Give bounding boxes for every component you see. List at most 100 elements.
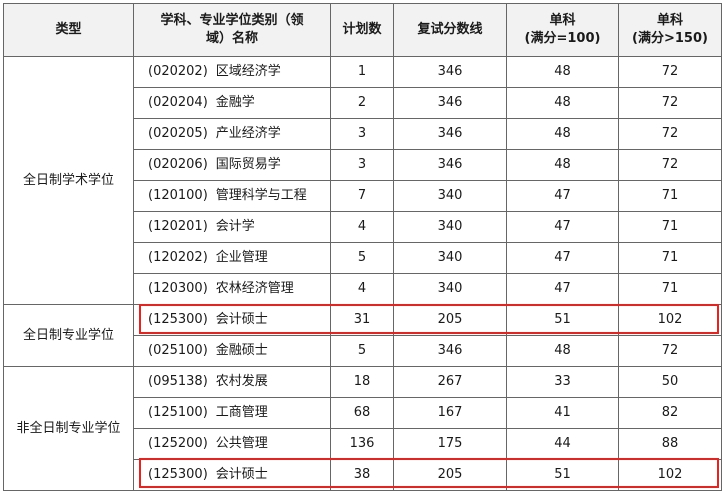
plan-count-cell: 3 xyxy=(330,118,394,150)
subject-code: (120201) xyxy=(148,219,208,234)
retest-score-cell: 346 xyxy=(393,335,507,367)
header-subject-line1: 学科、专业学位类别（领 xyxy=(160,13,304,28)
plan-count-cell: 68 xyxy=(330,397,394,429)
subject-name: 公共管理 xyxy=(215,436,268,451)
retest-score-cell: 346 xyxy=(393,87,507,119)
single-100-cell: 48 xyxy=(506,118,619,150)
plan-count-cell: 18 xyxy=(330,366,394,398)
table-row: 全日制专业学位 (125300) 会计硕士 31 205 51 102 xyxy=(3,304,722,367)
table-row: (020204) 金融学 2 346 48 72 xyxy=(4,87,722,119)
single-150-cell: 71 xyxy=(618,273,722,305)
plan-count-cell: 5 xyxy=(330,242,394,274)
category-cell: 非全日制专业学位 xyxy=(3,366,134,491)
subject-code: (125100) xyxy=(148,405,208,420)
plan-count-cell: 31 xyxy=(330,304,394,336)
single-150-cell: 72 xyxy=(618,87,722,119)
plan-count-cell: 136 xyxy=(330,428,394,460)
subject-cell: (025100) 金融硕士 xyxy=(133,335,331,367)
plan-count-cell: 5 xyxy=(330,335,394,367)
table-row: 非全日制专业学位 (095138) 农村发展 18 267 33 50 xyxy=(3,366,722,491)
subject-name: 金融硕士 xyxy=(215,343,268,358)
subject-cell: (095138) 农村发展 xyxy=(133,366,331,398)
category-cell: 全日制学术学位 xyxy=(3,56,134,305)
subject-cell: (020202) 区域经济学 xyxy=(133,56,331,88)
subject-name: 农林经济管理 xyxy=(215,281,294,296)
subject-cell: (125100) 工商管理 xyxy=(133,397,331,429)
header-single-100: 单科 (满分=100) xyxy=(506,3,619,57)
plan-count-cell: 3 xyxy=(330,149,394,181)
subject-name: 会计硕士 xyxy=(215,312,268,327)
table-body: 全日制学术学位 (020202) 区域经济学 1 346 48 72 (020204) 金融学 2… xyxy=(3,56,722,491)
admission-score-table: 类型 学科、专业学位类别（领 域）名称 计划数 复试分数线 单科 (满分=100… xyxy=(3,3,722,491)
subject-cell: (020205) 产业经济学 xyxy=(133,118,331,150)
single-100-cell: 48 xyxy=(506,149,619,181)
subject-code: (020202) xyxy=(148,64,208,79)
single-100-cell: 44 xyxy=(506,428,619,460)
single-150-cell: 71 xyxy=(618,211,722,243)
subject-cell: (120202) 企业管理 xyxy=(133,242,331,274)
retest-score-cell: 205 xyxy=(393,304,507,336)
retest-score-cell: 205 xyxy=(393,459,507,491)
single-150-cell: 72 xyxy=(618,56,722,88)
subject-code: (125200) xyxy=(148,436,208,451)
subject-name: 工商管理 xyxy=(215,405,268,420)
single-150-cell: 82 xyxy=(618,397,722,429)
header-subject-line2: 域）名称 xyxy=(205,31,258,46)
retest-score-cell: 340 xyxy=(393,211,507,243)
header-type: 类型 xyxy=(3,3,134,57)
plan-count-cell: 4 xyxy=(330,211,394,243)
single-100-cell: 47 xyxy=(506,242,619,274)
retest-score-cell: 167 xyxy=(393,397,507,429)
subject-name: 区域经济学 xyxy=(215,64,281,79)
subject-code: (125300) xyxy=(148,467,208,482)
table-row: 全日制学术学位 (020202) 区域经济学 1 346 48 72 xyxy=(3,56,722,305)
single-150-cell: 88 xyxy=(618,428,722,460)
subject-name: 金融学 xyxy=(215,95,255,110)
header-row: 类型 学科、专业学位类别（领 域）名称 计划数 复试分数线 单科 (满分=100… xyxy=(3,3,722,57)
subject-name: 国际贸易学 xyxy=(215,157,281,172)
subject-code: (120100) xyxy=(148,188,208,203)
subject-name: 管理科学与工程 xyxy=(215,188,307,203)
subject-cell: (120100) 管理科学与工程 xyxy=(133,180,331,212)
single-150-cell: 72 xyxy=(618,149,722,181)
table-row: (020206) 国际贸易学 3 346 48 72 xyxy=(4,149,722,181)
subject-code: (020205) xyxy=(148,126,208,141)
retest-score-cell: 340 xyxy=(393,242,507,274)
single-100-cell: 47 xyxy=(506,211,619,243)
subject-name: 产业经济学 xyxy=(215,126,281,141)
subject-code: (120300) xyxy=(148,281,208,296)
subject-code: (025100) xyxy=(148,343,208,358)
subject-code: (120202) xyxy=(148,250,208,265)
header-retest-score: 复试分数线 xyxy=(393,3,507,57)
single-100-cell: 41 xyxy=(506,397,619,429)
category-cell: 全日制专业学位 xyxy=(3,304,134,367)
single-150-cell: 71 xyxy=(618,242,722,274)
header-single-100-line2: (满分=100) xyxy=(524,31,601,46)
subject-code: (020204) xyxy=(148,95,208,110)
subject-name: 企业管理 xyxy=(215,250,268,265)
subject-cell: (125200) 公共管理 xyxy=(133,428,331,460)
header-single-100-line1: 单科 xyxy=(549,13,576,28)
single-150-cell: 102 xyxy=(618,304,722,336)
subject-cell: (120201) 会计学 xyxy=(133,211,331,243)
table-row: (125200) 公共管理 136 175 44 88 xyxy=(4,428,722,460)
subject-name: 会计硕士 xyxy=(215,467,268,482)
retest-score-cell: 267 xyxy=(393,366,507,398)
single-150-cell: 102 xyxy=(618,459,722,491)
header-single-150-line1: 单科 xyxy=(656,13,683,28)
subject-code: (125300) xyxy=(148,312,208,327)
plan-count-cell: 1 xyxy=(330,56,394,88)
single-150-cell: 72 xyxy=(618,335,722,367)
subject-name: 会计学 xyxy=(215,219,255,234)
header-single-150-line2: (满分>150) xyxy=(632,31,708,46)
retest-score-cell: 175 xyxy=(393,428,507,460)
single-150-cell: 71 xyxy=(618,180,722,212)
subject-name: 农村发展 xyxy=(215,374,268,389)
plan-count-cell: 7 xyxy=(330,180,394,212)
single-150-cell: 50 xyxy=(618,366,722,398)
table-row: (120300) 农林经济管理 4 340 47 71 xyxy=(4,273,722,305)
subject-code: (020206) xyxy=(148,157,208,172)
subject-cell: (125300) 会计硕士 xyxy=(133,459,331,491)
single-150-cell: 72 xyxy=(618,118,722,150)
header-single-150: 单科 (满分>150) xyxy=(618,3,722,57)
